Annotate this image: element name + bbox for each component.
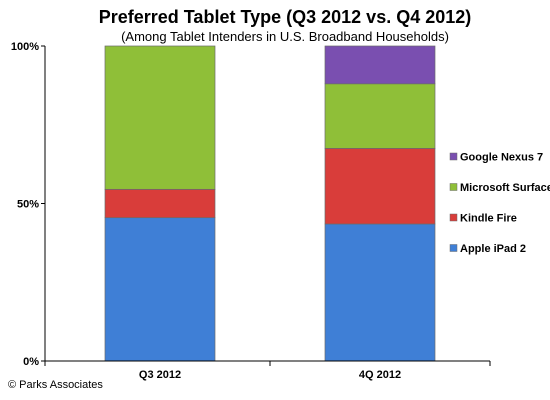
bar-segment (324, 45, 436, 85)
bar-segment (104, 45, 216, 190)
y-tick-label: 0% (23, 356, 39, 368)
chart-subtitle: (Among Tablet Intenders in U.S. Broadban… (121, 29, 449, 44)
legend-swatch (449, 152, 458, 161)
legend-swatch (449, 244, 458, 252)
y-tick-label: 100% (11, 41, 39, 53)
y-tick-label: 50% (17, 199, 39, 211)
legend-label: Kindle Fire (460, 213, 517, 225)
bar-segment (324, 83, 436, 149)
bar-segment (104, 188, 216, 219)
x-tick-label: 4Q 2012 (359, 369, 401, 381)
bar-segment (104, 217, 216, 362)
legend-label: Google Nexus 7 (460, 152, 543, 164)
x-tick-label: Q3 2012 (139, 369, 181, 381)
legend-swatch (449, 183, 458, 191)
x-ticks: Q3 2012 4Q 2012 (44, 361, 491, 381)
legend-label: Microsoft Surface (460, 182, 550, 194)
chart-title: Preferred Tablet Type (Q3 2012 vs. Q4 20… (99, 7, 472, 27)
bars-layer (104, 45, 436, 362)
legend: Google Nexus 7 Microsoft Surface Kindle Fi… (449, 152, 550, 255)
bar-segment (324, 223, 436, 362)
credit-text: © Parks Associates (8, 379, 103, 391)
bar-segment (324, 148, 436, 225)
y-ticks: 0% 50% 100% (11, 41, 45, 368)
legend-label: Apple iPad 2 (460, 243, 526, 255)
legend-swatch (449, 213, 458, 222)
